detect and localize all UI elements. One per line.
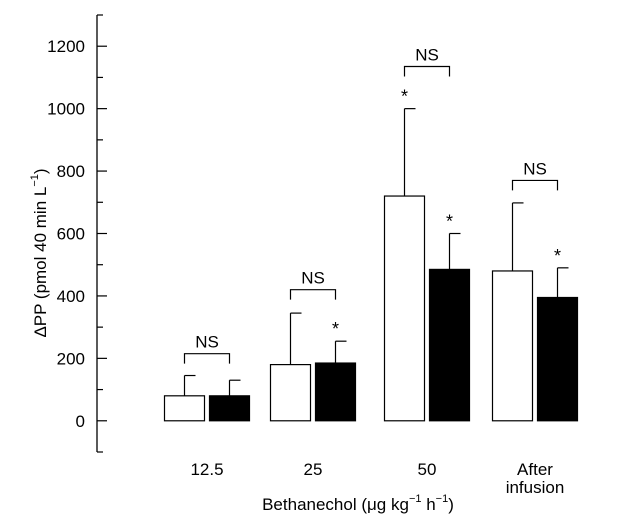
- y-axis-label: ΔPP (pmol 40 min L−1): [29, 168, 50, 337]
- x-tick-label-line: 50: [418, 460, 437, 479]
- y-tick-label: 600: [57, 225, 85, 244]
- y-tick-label: 1000: [47, 100, 85, 119]
- y-tick-label: 400: [57, 287, 85, 306]
- x-tick-label: 25: [304, 460, 323, 479]
- comparison-bracket: [403, 65, 451, 77]
- significance-marker: *: [332, 319, 339, 339]
- comparison-bracket: [289, 289, 337, 300]
- bar: [163, 395, 206, 422]
- bar: [383, 195, 426, 422]
- x-tick-label-line: 12.5: [190, 460, 223, 479]
- comparison-label: NS: [523, 159, 547, 178]
- y-tick-label: 200: [57, 349, 85, 368]
- bar: [491, 270, 534, 422]
- y-tick-label: 0: [76, 412, 85, 431]
- bar: [314, 362, 357, 422]
- x-tick-label-line: 25: [304, 460, 323, 479]
- annotations: * * * * NS NS NS NS: [183, 46, 561, 364]
- comparison-bracket: [511, 179, 559, 191]
- y-tick-label: 1200: [47, 37, 85, 56]
- x-tick-label: 50: [418, 460, 437, 479]
- y-tick-label: 800: [57, 162, 85, 181]
- bar: [536, 296, 579, 422]
- x-axis-label: Bethanechol (μg kg−1 h−1): [262, 493, 454, 514]
- x-tick-label-line: After: [517, 460, 553, 479]
- bar: [208, 395, 251, 422]
- comparison-label: NS: [195, 333, 219, 352]
- comparison-bracket: [183, 353, 231, 364]
- bar: [428, 268, 471, 422]
- significance-marker: *: [446, 212, 453, 232]
- significance-marker: *: [401, 87, 408, 107]
- bars: [163, 108, 579, 422]
- comparison-label: NS: [301, 269, 325, 288]
- y-axis: 0 200 400 600 800 1000 1200: [47, 14, 107, 453]
- x-tick-label: 12.5: [190, 460, 223, 479]
- x-tick-label-line: infusion: [506, 478, 565, 497]
- bar: [269, 364, 312, 422]
- significance-marker: *: [554, 246, 561, 266]
- comparison-label: NS: [415, 46, 439, 65]
- x-tick-label: After infusion: [506, 460, 565, 497]
- x-tick-labels: 12.5 25 50 After infusion: [190, 460, 564, 497]
